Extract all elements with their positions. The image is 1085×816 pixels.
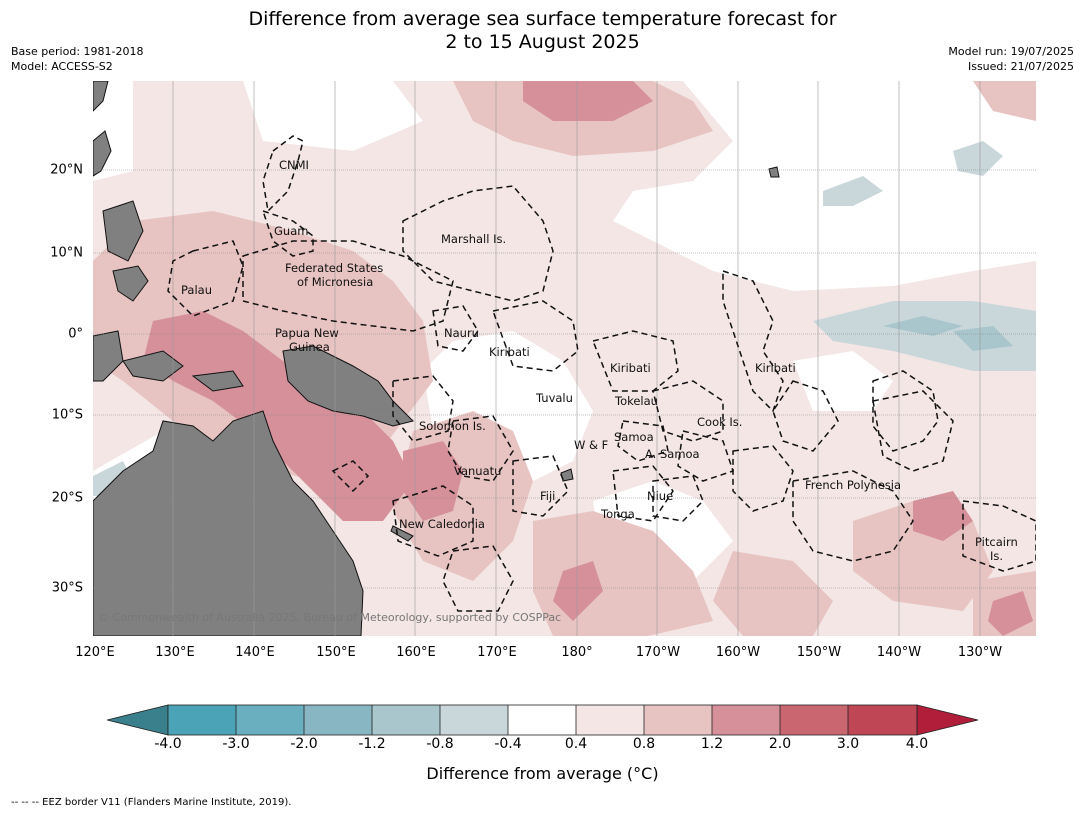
colorbar-bin — [508, 705, 576, 735]
australia-landmass — [93, 410, 364, 636]
label-tonga: Tonga — [600, 507, 635, 521]
lon-label: 170°W — [635, 645, 681, 660]
base-period: Base period: 1981-2018 — [11, 45, 144, 58]
label-niue: Niue — [647, 489, 673, 503]
colorbar-bin — [848, 705, 917, 735]
lat-label: 20°N — [50, 162, 83, 178]
label-fsm-2: of Micronesia — [297, 275, 373, 289]
meta-right: Model run: 19/07/2025 Issued: 21/07/2025 — [948, 44, 1074, 74]
meridians — [172, 81, 981, 636]
label-guam: Guam — [274, 224, 308, 238]
label-french-polynesia: French Polynesia — [805, 478, 901, 492]
colorbar-tick: -2.0 — [290, 736, 318, 752]
colorbar-label: Difference from average (°C) — [426, 764, 659, 783]
lat-label: 10°S — [51, 407, 83, 423]
colorbar-bin — [576, 705, 644, 735]
colorbar-bin — [780, 705, 848, 735]
lat-label: 30°S — [51, 580, 83, 596]
colorbar-tick: -0.8 — [426, 736, 454, 752]
lon-label: 150°E — [316, 645, 356, 660]
place-labels: CNMI Guam Marshall Is. Federated States … — [98, 158, 1018, 624]
colorbar-tick: 1.2 — [700, 736, 724, 752]
label-pitcairn-2: Is. — [990, 549, 1003, 563]
lon-label: 130°W — [957, 645, 1003, 660]
label-kiribati-west: Kiribati — [489, 345, 530, 359]
colorbar-tick: 0.4 — [564, 736, 588, 752]
label-palau: Palau — [181, 283, 212, 297]
meta-left: Base period: 1981-2018 Model: ACCESS-S2 — [11, 44, 143, 74]
sst-anomaly-map: CNMI Guam Marshall Is. Federated States … — [93, 81, 1036, 636]
land-masses — [93, 81, 780, 636]
label-fsm-1: Federated States — [285, 261, 383, 275]
lat-label: 10°N — [50, 245, 83, 261]
colorbar-bin — [236, 705, 304, 735]
label-kiribati-east: Kiribati — [755, 361, 796, 375]
colorbar-bin — [440, 705, 508, 735]
colorbar-bin — [304, 705, 372, 735]
eez-borders — [167, 135, 1036, 612]
label-nauru: Nauru — [444, 326, 479, 340]
label-tuvalu: Tuvalu — [535, 391, 573, 405]
colorbar-bin — [712, 705, 780, 735]
eez-legend-note: -- -- -- EEZ border V11 (Flanders Marine… — [11, 797, 292, 808]
model-name: Model: ACCESS-S2 — [11, 60, 113, 73]
lon-label: 170°E — [477, 645, 517, 660]
lon-label: 120°E — [75, 645, 115, 660]
label-asamoa: A. Samoa — [645, 447, 700, 461]
label-pitcairn-1: Pitcairn — [975, 535, 1018, 549]
label-tokelau: Tokelau — [614, 394, 658, 408]
colorbar-tick: -0.4 — [494, 736, 522, 752]
lon-label: 140°E — [235, 645, 275, 660]
colorbar-tick: -1.2 — [358, 736, 386, 752]
warm-anomaly-strong — [143, 81, 1033, 636]
title-line-1: Difference from average sea surface temp… — [248, 8, 837, 30]
lon-label: 180° — [561, 645, 593, 660]
label-png-1: Papua New — [275, 326, 339, 340]
colorbar-tick: 4.0 — [905, 736, 929, 752]
label-new-caledonia: New Caledonia — [399, 517, 485, 531]
label-png-2: Guinea — [289, 340, 330, 354]
lon-label: 160°W — [715, 645, 761, 660]
label-solomon: Solomon Is. — [419, 419, 486, 433]
colorbar — [107, 704, 979, 736]
label-fiji: Fiji — [540, 489, 555, 503]
colorbar-tick: -3.0 — [222, 736, 250, 752]
label-wf: W & F — [574, 438, 608, 452]
colorbar-bin — [644, 705, 712, 735]
colorbar-bin — [372, 705, 440, 735]
colorbar-tick: 3.0 — [836, 736, 860, 752]
colorbar-bin — [168, 705, 236, 735]
colorbar-tick: 2.0 — [768, 736, 792, 752]
copyright-notice: © Commonwealth of Australia 2025, Bureau… — [98, 611, 561, 624]
label-marshall: Marshall Is. — [441, 232, 506, 246]
new-guinea-landmass — [282, 345, 414, 427]
lat-label: 0° — [68, 326, 83, 342]
title-line-2: 2 to 15 August 2025 — [445, 31, 640, 53]
label-cnmi: CNMI — [279, 158, 309, 172]
label-vanuatu: Vanuatu — [454, 464, 501, 478]
lat-label: 20°S — [51, 490, 83, 506]
model-run: Model run: 19/07/2025 — [948, 45, 1074, 58]
map-title: Difference from average sea surface temp… — [0, 8, 1085, 54]
lon-label: 140°W — [876, 645, 922, 660]
lon-label: 150°W — [796, 645, 842, 660]
colorbar-tick: 0.8 — [632, 736, 656, 752]
lon-label: 160°E — [396, 645, 436, 660]
label-samoa: Samoa — [614, 430, 654, 444]
colorbar-below-min — [107, 704, 169, 736]
label-kiribati-central: Kiribati — [610, 361, 651, 375]
colorbar-tick: -4.0 — [154, 736, 182, 752]
label-cook: Cook Is. — [697, 415, 742, 429]
colorbar-above-max — [916, 704, 979, 736]
lon-label: 130°E — [155, 645, 195, 660]
issued-date: Issued: 21/07/2025 — [967, 60, 1074, 73]
